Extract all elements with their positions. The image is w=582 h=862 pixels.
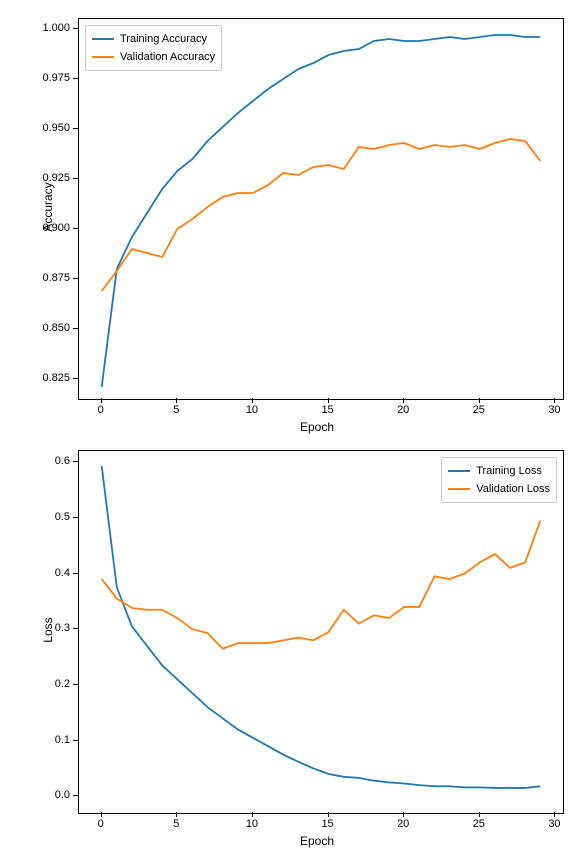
legend-label: Validation Accuracy — [120, 51, 215, 63]
ytick-label: 0.975 — [34, 72, 70, 84]
xtick-mark — [479, 398, 480, 403]
ytick-mark — [73, 228, 78, 229]
xtick-label: 5 — [173, 404, 179, 416]
legend-label: Training Accuracy — [120, 33, 207, 45]
xtick-mark — [328, 812, 329, 817]
xtick-mark — [176, 812, 177, 817]
accuracy-chart: Training Accuracy Validation Accuracy — [78, 18, 564, 400]
ytick-mark — [73, 28, 78, 29]
ytick-mark — [73, 795, 78, 796]
xtick-label: 15 — [321, 404, 333, 416]
xtick-label: 30 — [548, 404, 560, 416]
xtick-mark — [101, 398, 102, 403]
series-line — [102, 466, 541, 788]
loss-plot-svg — [79, 451, 563, 813]
xtick-label: 0 — [98, 818, 104, 830]
xtick-mark — [101, 812, 102, 817]
legend-line-icon — [448, 470, 470, 472]
ytick-label: 0.875 — [34, 272, 70, 284]
ytick-mark — [73, 378, 78, 379]
ytick-label: 0.5 — [34, 511, 70, 523]
accuracy-legend: Training Accuracy Validation Accuracy — [85, 25, 222, 71]
legend-line-icon — [92, 56, 114, 58]
xtick-label: 30 — [548, 818, 560, 830]
ytick-label: 0.850 — [34, 322, 70, 334]
xtick-label: 5 — [173, 818, 179, 830]
xtick-label: 10 — [246, 818, 258, 830]
accuracy-plot-svg — [79, 19, 563, 399]
xtick-mark — [328, 398, 329, 403]
legend-label: Training Loss — [476, 465, 542, 477]
xtick-label: 20 — [397, 818, 409, 830]
xtick-mark — [554, 398, 555, 403]
series-line — [102, 139, 541, 291]
xtick-label: 20 — [397, 404, 409, 416]
ytick-label: 0.4 — [34, 567, 70, 579]
ytick-mark — [73, 278, 78, 279]
ytick-label: 0.1 — [34, 734, 70, 746]
legend-item: Validation Loss — [448, 480, 550, 498]
loss-xlabel: Epoch — [300, 834, 334, 848]
ytick-label: 0.925 — [34, 172, 70, 184]
legend-item: Training Loss — [448, 462, 550, 480]
ytick-label: 0.6 — [34, 455, 70, 467]
series-line — [102, 35, 541, 387]
ytick-label: 0.0 — [34, 789, 70, 801]
legend-line-icon — [92, 38, 114, 40]
xtick-label: 15 — [321, 818, 333, 830]
accuracy-xlabel: Epoch — [300, 420, 334, 434]
xtick-mark — [479, 812, 480, 817]
ytick-label: 0.3 — [34, 622, 70, 634]
xtick-mark — [403, 398, 404, 403]
xtick-mark — [176, 398, 177, 403]
legend-item: Validation Accuracy — [92, 48, 215, 66]
ytick-mark — [73, 328, 78, 329]
ytick-mark — [73, 684, 78, 685]
ytick-label: 0.2 — [34, 678, 70, 690]
xtick-label: 10 — [246, 404, 258, 416]
ytick-label: 1.000 — [34, 22, 70, 34]
ytick-mark — [73, 461, 78, 462]
ytick-mark — [73, 128, 78, 129]
legend-label: Validation Loss — [476, 483, 550, 495]
ytick-label: 0.900 — [34, 222, 70, 234]
ytick-label: 0.825 — [34, 372, 70, 384]
series-line — [102, 521, 541, 649]
ytick-mark — [73, 178, 78, 179]
xtick-mark — [403, 812, 404, 817]
ytick-mark — [73, 740, 78, 741]
legend-item: Training Accuracy — [92, 30, 215, 48]
loss-chart: Training Loss Validation Loss — [78, 450, 564, 814]
loss-legend: Training Loss Validation Loss — [441, 457, 557, 503]
ytick-mark — [73, 78, 78, 79]
ytick-label: 0.950 — [34, 122, 70, 134]
xtick-label: 25 — [473, 404, 485, 416]
ytick-mark — [73, 517, 78, 518]
xtick-label: 0 — [98, 404, 104, 416]
xtick-mark — [554, 812, 555, 817]
xtick-mark — [252, 812, 253, 817]
legend-line-icon — [448, 488, 470, 490]
ytick-mark — [73, 628, 78, 629]
ytick-mark — [73, 573, 78, 574]
xtick-label: 25 — [473, 818, 485, 830]
figure-container: Training Accuracy Validation Accuracy Ac… — [0, 0, 582, 862]
xtick-mark — [252, 398, 253, 403]
